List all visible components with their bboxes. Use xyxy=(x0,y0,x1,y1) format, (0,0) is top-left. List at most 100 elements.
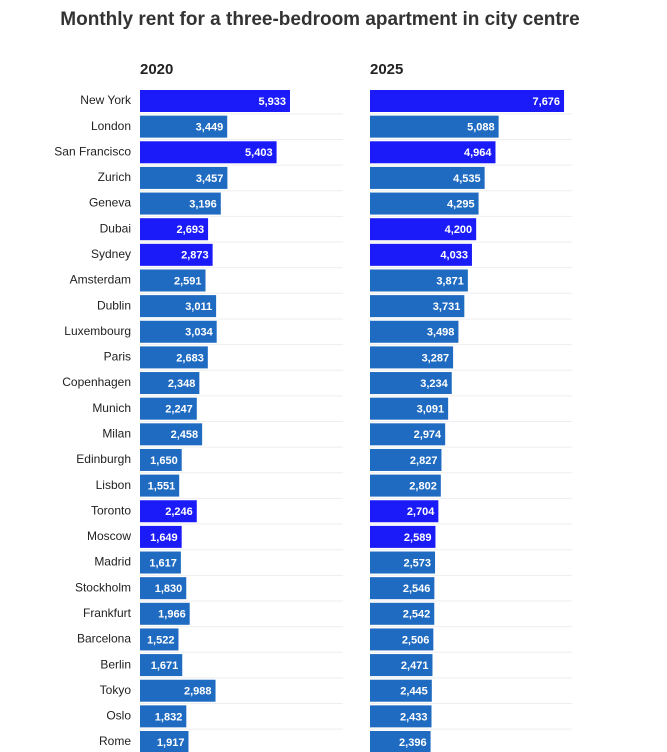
value-label: 4,964 xyxy=(464,147,492,159)
series-header: 2025 xyxy=(370,61,403,78)
value-label: 1,617 xyxy=(149,557,177,569)
bar xyxy=(370,90,565,112)
value-label: 2,802 xyxy=(409,481,437,493)
bar xyxy=(140,243,213,266)
bar xyxy=(370,423,446,446)
category-label: Tokyo xyxy=(100,683,132,697)
bar xyxy=(370,295,465,318)
value-label: 2,396 xyxy=(399,737,427,749)
value-label: 5,403 xyxy=(245,147,273,159)
value-label: 2,542 xyxy=(403,609,431,621)
value-label: 5,088 xyxy=(467,122,495,134)
category-label: London xyxy=(91,119,131,133)
bar xyxy=(370,705,432,728)
value-label: 1,966 xyxy=(158,609,186,621)
category-label: Milan xyxy=(102,426,131,440)
category-label: Paris xyxy=(104,350,131,364)
value-label: 4,200 xyxy=(445,224,473,236)
value-label: 2,704 xyxy=(407,506,435,518)
value-label: 3,011 xyxy=(185,301,212,313)
value-label: 2,348 xyxy=(168,378,196,390)
value-label: 4,535 xyxy=(453,173,481,185)
category-label: Moscow xyxy=(87,529,131,543)
category-label: Zurich xyxy=(98,170,131,184)
bar xyxy=(140,705,187,728)
value-label: 2,974 xyxy=(414,429,442,441)
bar xyxy=(140,218,209,241)
value-label: 1,522 xyxy=(147,634,175,646)
bar xyxy=(140,166,228,189)
bar xyxy=(140,397,197,420)
bar xyxy=(140,269,206,292)
category-label: Oslo xyxy=(106,709,131,723)
value-label: 2,988 xyxy=(184,686,212,698)
bar xyxy=(370,372,452,395)
bar xyxy=(370,141,496,164)
bar xyxy=(370,602,435,625)
value-label: 7,676 xyxy=(533,96,561,108)
bar xyxy=(140,423,203,446)
category-label: Munich xyxy=(92,401,131,415)
bar xyxy=(370,269,468,292)
bar xyxy=(370,654,433,677)
category-label: Dublin xyxy=(97,298,131,312)
bar xyxy=(140,679,216,702)
value-label: 2,246 xyxy=(165,506,193,518)
bar xyxy=(370,320,459,343)
value-label: 2,471 xyxy=(401,660,429,672)
category-label: Amsterdam xyxy=(70,273,131,287)
bar xyxy=(370,551,436,574)
series-header: 2020 xyxy=(140,61,173,78)
bar xyxy=(140,90,290,112)
bar xyxy=(140,192,221,215)
value-label: 2,573 xyxy=(404,557,432,569)
category-label: Luxembourg xyxy=(64,324,131,338)
bar xyxy=(140,731,189,752)
value-label: 3,234 xyxy=(420,378,448,390)
value-label: 1,832 xyxy=(155,711,183,723)
value-label: 1,649 xyxy=(150,532,178,544)
bar xyxy=(370,166,485,189)
value-label: 2,247 xyxy=(165,404,193,416)
value-label: 3,449 xyxy=(196,122,224,134)
value-label: 1,917 xyxy=(157,737,185,749)
bar xyxy=(140,628,179,651)
category-label: Toronto xyxy=(91,503,131,517)
bar xyxy=(370,346,454,369)
value-label: 2,873 xyxy=(181,250,209,262)
category-label: Rome xyxy=(99,734,131,748)
category-label: Geneva xyxy=(89,196,131,210)
category-label: Madrid xyxy=(94,555,131,569)
value-label: 1,671 xyxy=(151,660,179,672)
bar xyxy=(370,448,442,471)
bar xyxy=(140,500,197,523)
value-label: 3,034 xyxy=(185,327,213,339)
category-label: Frankfurt xyxy=(83,606,132,620)
bar xyxy=(140,346,208,369)
bar xyxy=(370,474,441,497)
category-label: Lisbon xyxy=(96,478,131,492)
bar xyxy=(140,372,200,395)
bar xyxy=(140,525,182,548)
value-label: 2,433 xyxy=(400,711,428,723)
value-label: 3,287 xyxy=(422,352,450,364)
value-label: 3,731 xyxy=(433,301,461,313)
value-label: 4,033 xyxy=(440,250,468,262)
bar xyxy=(370,243,472,266)
bar xyxy=(370,731,431,752)
category-label: San Francisco xyxy=(54,144,131,158)
value-label: 3,457 xyxy=(196,173,224,185)
bar xyxy=(140,577,187,600)
chart-title: Monthly rent for a three-bedroom apartme… xyxy=(60,9,580,30)
value-label: 3,498 xyxy=(427,327,455,339)
value-label: 1,551 xyxy=(148,481,176,493)
bar xyxy=(140,141,277,164)
bar xyxy=(370,525,436,548)
bar xyxy=(370,577,435,600)
value-label: 1,830 xyxy=(155,583,183,595)
category-label: Sydney xyxy=(91,247,131,261)
bar xyxy=(370,397,449,420)
value-label: 4,295 xyxy=(447,198,475,210)
bar xyxy=(370,500,439,523)
bar xyxy=(140,602,190,625)
